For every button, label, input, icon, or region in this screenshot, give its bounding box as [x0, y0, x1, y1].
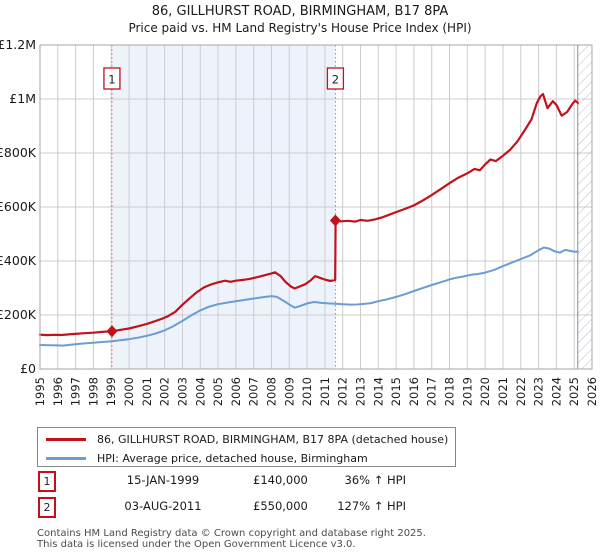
- x-tick-label: 1996: [51, 377, 65, 406]
- legend-item-hpi: HPI: Average price, detached house, Birm…: [46, 449, 455, 468]
- footer-line-2: This data is licensed under the Open Gov…: [37, 538, 356, 550]
- y-tick-label: £0: [20, 361, 36, 376]
- x-tick-label: 2018: [443, 377, 457, 406]
- x-tick-label: 2008: [264, 377, 278, 406]
- sale-1-diamond: [106, 325, 118, 338]
- sale-2-flag-box: [326, 67, 345, 90]
- x-tick-label: 2012: [336, 377, 350, 406]
- property-line-swatch: [46, 438, 86, 441]
- x-tick-label: 2002: [158, 377, 172, 406]
- x-tick-label: 2019: [460, 377, 474, 406]
- x-tick-label: 2011: [318, 377, 332, 406]
- y-tick-label: £400K: [0, 253, 37, 268]
- x-tick-label: 2017: [425, 377, 439, 406]
- sale-2-date: 03-AUG-2011: [124, 499, 202, 513]
- x-tick-label: 2010: [300, 377, 314, 406]
- x-tick-label: 1997: [69, 377, 83, 406]
- plot-border: [39, 44, 593, 370]
- x-tick-label: 2023: [532, 377, 546, 406]
- x-tick-label: 2003: [175, 377, 189, 406]
- x-axis-labels: 1995 1996 1997 1998 1999 2000 2001 2002 2003 2004…: [33, 377, 599, 406]
- sale-2-diamond: [329, 214, 341, 227]
- x-tick-label: 2020: [478, 377, 492, 406]
- sale-2-hpi-change: 127% ↑ HPI: [337, 499, 406, 513]
- x-tick-label: 2000: [122, 377, 136, 406]
- x-tick-label: 2004: [193, 377, 207, 406]
- x-tick-label: 2009: [282, 377, 296, 406]
- x-tick-label: 2006: [229, 377, 243, 406]
- x-tick-label: 2005: [211, 377, 225, 406]
- sale-1-flag-label: 1: [108, 73, 115, 87]
- x-tick-label: 1995: [33, 377, 47, 406]
- x-tick-label: 2025: [567, 377, 581, 406]
- x-tick-label: 2001: [140, 377, 154, 406]
- y-tick-label: £600K: [0, 199, 37, 214]
- sale-1-flag-box: [103, 67, 121, 90]
- x-tick-label: 2014: [371, 377, 385, 406]
- x-tick-label: 2024: [549, 377, 563, 406]
- property-price-line: [38, 92, 579, 337]
- price-history-chart: 1 2 £0 £200K £400K £600K £800K £1M £1.2M 1995 1996…: [0, 37, 599, 406]
- page-subtitle: Price paid vs. HM Land Registry's House …: [128, 21, 472, 35]
- license-footer: Contains HM Land Registry data © Crown c…: [37, 528, 426, 550]
- sale-2-flag-label: 2: [332, 73, 339, 87]
- footer-line-1: Contains HM Land Registry data © Crown c…: [37, 528, 426, 539]
- x-tick-label: 2016: [407, 377, 421, 406]
- sale-2-price: £550,000: [253, 499, 308, 513]
- sale-annotation-row-1: 1 15-JAN-1999 £140,000 36% ↑ HPI: [38, 471, 438, 492]
- legend-item-property: 86, GILLHURST ROAD, BIRMINGHAM, B17 8PA …: [46, 430, 455, 449]
- legend-label-hpi: HPI: Average price, detached house, Birm…: [97, 452, 368, 465]
- x-tick-label: 2013: [354, 377, 368, 406]
- y-axis-labels: £0 £200K £400K £600K £800K £1M £1.2M: [0, 37, 37, 376]
- sale-1-hpi-change: 36% ↑ HPI: [344, 473, 406, 487]
- sale-1-date: 15-JAN-1999: [126, 473, 200, 487]
- x-tick-label: 2015: [389, 377, 403, 406]
- sale-1-marker: 1: [38, 471, 56, 492]
- y-tick-label: £800K: [0, 145, 37, 160]
- chart-legend: 86, GILLHURST ROAD, BIRMINGHAM, B17 8PA …: [37, 427, 456, 467]
- sale-annotation-row-2: 2 03-AUG-2011 £550,000 127% ↑ HPI: [38, 497, 438, 518]
- y-tick-label: £1M: [9, 91, 36, 106]
- x-tick-label: 2007: [247, 377, 261, 406]
- hpi-line: [39, 246, 579, 347]
- legend-label-property: 86, GILLHURST ROAD, BIRMINGHAM, B17 8PA …: [97, 433, 449, 446]
- sale-2-marker: 2: [38, 497, 56, 518]
- hpi-line-swatch: [46, 457, 86, 460]
- x-tick-label: 1999: [104, 377, 118, 406]
- y-tick-label: £1.2M: [0, 37, 36, 52]
- future-hatch-region: [577, 45, 592, 369]
- sale-1-price: £140,000: [253, 473, 308, 487]
- x-tick-label: 2026: [585, 377, 599, 406]
- x-tick-label: 2022: [514, 377, 528, 406]
- page-title: 86, GILLHURST ROAD, BIRMINGHAM, B17 8PA: [151, 4, 449, 19]
- x-tick-label: 1998: [86, 377, 100, 406]
- y-tick-label: £200K: [0, 307, 37, 322]
- x-tick-label: 2021: [496, 377, 510, 406]
